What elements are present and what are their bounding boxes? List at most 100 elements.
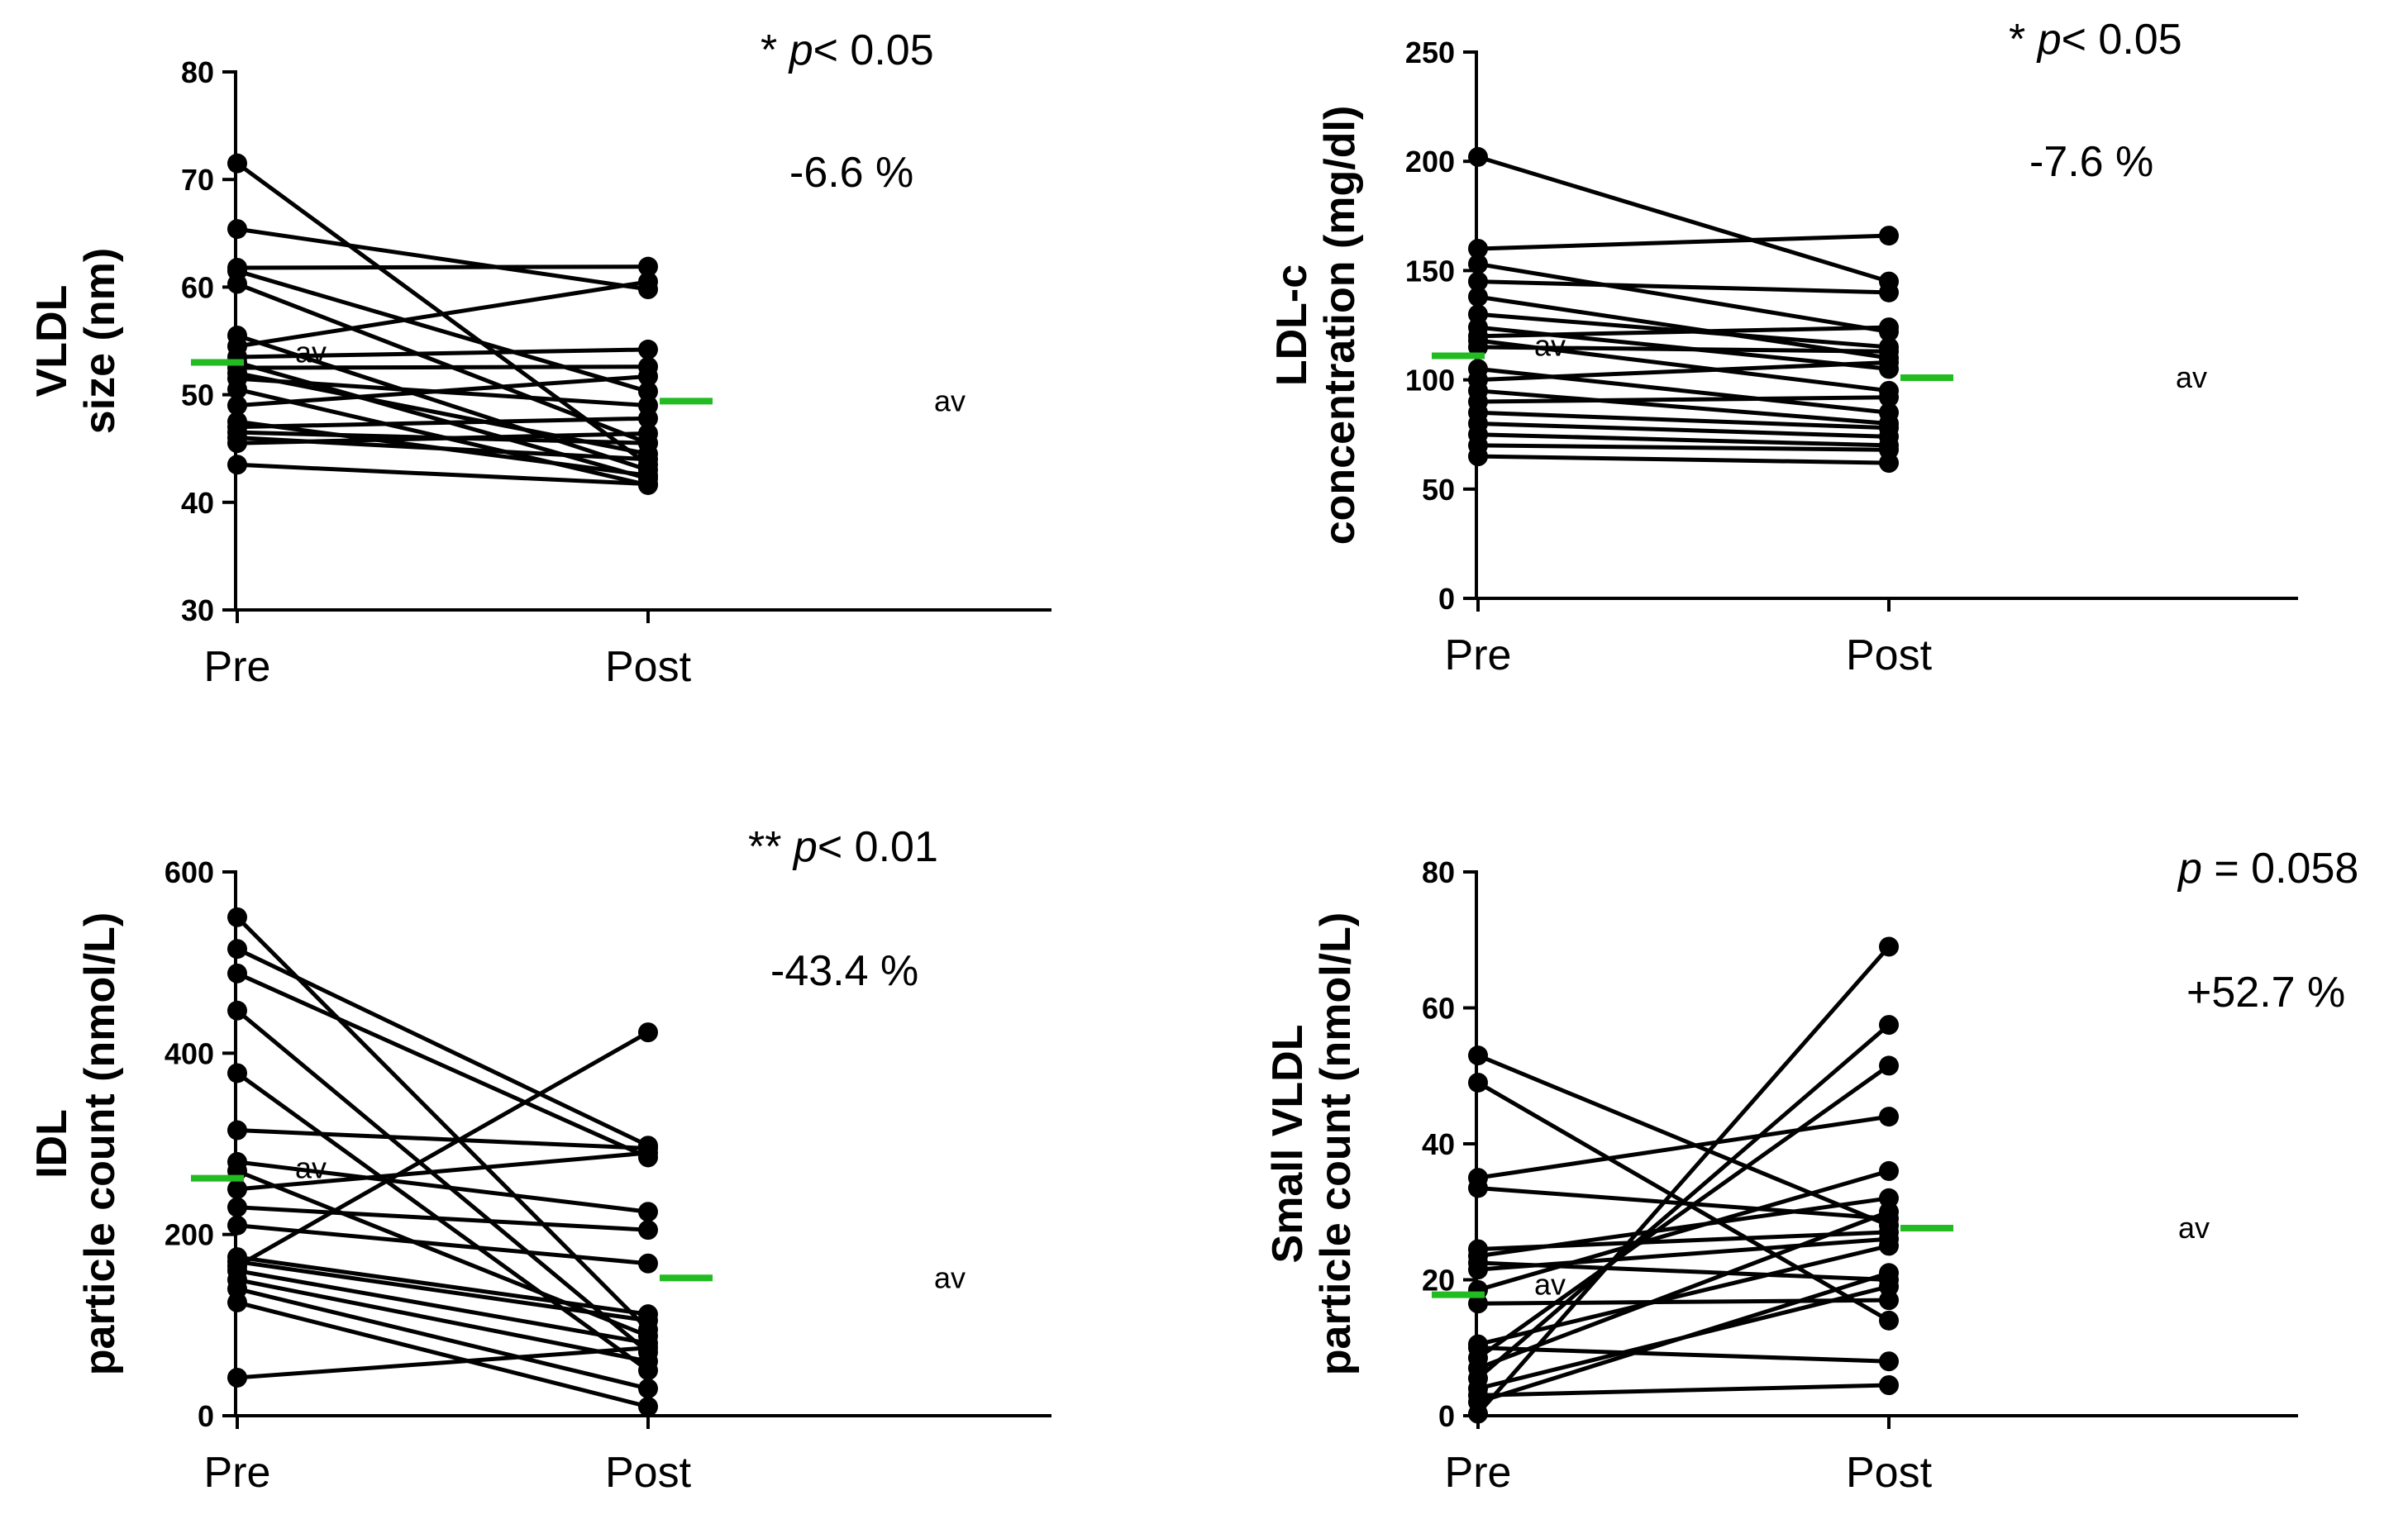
data-point-post <box>638 1310 658 1331</box>
subject-line <box>1477 262 1890 334</box>
y-tick-label: 50 <box>1422 473 1455 507</box>
data-point-post <box>1879 1202 1899 1222</box>
subject-line <box>1477 454 1890 465</box>
y-axis-title: VLDL <box>28 285 76 398</box>
data-point-pre <box>227 1197 247 1217</box>
subject-line <box>236 1345 649 1380</box>
data-point-post <box>638 1379 658 1399</box>
subject-line <box>1477 1298 1890 1306</box>
subject-line <box>236 1030 650 1269</box>
data-point-post <box>1879 1351 1899 1372</box>
subject-line <box>1476 945 1891 1416</box>
percent-change-annotation: +52.7 % <box>2186 969 2345 1017</box>
data-point-pre <box>227 907 247 927</box>
y-tick-label: 200 <box>165 1218 214 1252</box>
p-value-annotation: * p< 0.05 <box>761 26 934 74</box>
data-point-pre <box>227 939 247 960</box>
subject-line <box>1477 410 1890 431</box>
subject-line <box>236 1223 649 1266</box>
average-label-post: av <box>2176 360 2207 394</box>
subject-line <box>236 946 650 1148</box>
x-category-label: Pre <box>1445 631 1512 679</box>
data-point-post <box>1879 1276 1899 1297</box>
subject-line <box>1476 1064 1891 1360</box>
data-point-post <box>638 366 658 387</box>
data-point-pre <box>1468 1072 1488 1093</box>
y-tick-label: 30 <box>181 593 214 627</box>
data-point-pre <box>227 1120 247 1141</box>
average-label-post: av <box>934 1260 966 1294</box>
x-category-label: Post <box>605 643 692 691</box>
subject-line <box>1477 155 1890 284</box>
y-axis-title: IDL <box>28 1109 76 1179</box>
p-value-annotation: * p< 0.05 <box>2009 16 2182 64</box>
data-point-pre <box>227 1000 247 1021</box>
data-point-pre <box>1468 146 1488 167</box>
y-axis-title: LDL-c <box>1268 264 1316 386</box>
p-value-text: = 0.058 <box>2202 845 2358 893</box>
x-category-label: Pre <box>1445 1449 1512 1497</box>
data-point-post <box>638 271 658 292</box>
subject-line <box>1477 325 1890 339</box>
data-point-post <box>638 1220 658 1241</box>
subject-line <box>1477 1053 1890 1228</box>
y-tick-label: 80 <box>1422 855 1455 889</box>
data-point-pre <box>1468 1403 1488 1424</box>
data-point-pre <box>227 274 247 294</box>
average-label-pre: av <box>295 336 327 369</box>
data-point-post <box>1879 1374 1899 1395</box>
data-point-pre <box>227 433 247 454</box>
data-point-pre <box>227 1179 247 1199</box>
data-point-pre <box>1468 254 1488 274</box>
subject-line <box>1477 1270 1890 1404</box>
percent-change-annotation: -43.4 % <box>770 947 918 995</box>
data-point-post <box>638 1351 658 1372</box>
subject-line <box>1477 1209 1890 1370</box>
data-point-pre <box>227 395 247 416</box>
data-point-post <box>1879 1160 1899 1181</box>
p-value-prefix: ** <box>748 823 794 871</box>
subject-line <box>1477 279 1890 295</box>
data-point-pre <box>227 963 247 983</box>
subject-line <box>236 333 649 473</box>
x-category-label: Post <box>1846 631 1933 679</box>
data-point-post <box>638 408 658 429</box>
data-point-pre <box>227 379 247 400</box>
y-tick-label: 40 <box>1422 1127 1455 1161</box>
subject-line <box>1477 443 1890 452</box>
subject-line <box>1477 421 1890 439</box>
subject-line <box>1477 294 1890 360</box>
subject-line <box>1477 1169 1890 1293</box>
average-label-post: av <box>2178 1211 2210 1245</box>
data-point-pre <box>227 153 247 174</box>
y-tick-label: 40 <box>181 486 214 520</box>
chart-panel-2: 0 50 100 150 200 250 Pre Post LDL-c concentration… <box>1268 16 2298 679</box>
subject-line <box>1477 360 1890 383</box>
data-point-post <box>1879 1188 1899 1208</box>
subject-line <box>1477 345 1890 354</box>
y-axis-title: size (nm) <box>76 248 124 434</box>
data-point-post <box>1879 453 1899 474</box>
subject-line <box>236 1300 649 1409</box>
x-category-label: Post <box>605 1449 692 1497</box>
subject-line <box>1477 395 1890 404</box>
y-tick-label: 250 <box>1405 36 1455 69</box>
subject-line <box>1477 432 1890 448</box>
data-point-post <box>638 1397 658 1417</box>
subject-line <box>236 431 649 445</box>
data-point-pre <box>227 1215 247 1236</box>
data-point-post <box>1879 1236 1899 1256</box>
subject-line <box>236 1269 649 1345</box>
percent-change-annotation: -7.6 % <box>2029 138 2153 186</box>
data-point-post <box>638 339 658 360</box>
average-label-pre: av <box>1534 1268 1566 1302</box>
subject-line <box>236 374 649 408</box>
subject-line <box>1477 1196 1890 1259</box>
data-point-pre <box>227 1367 247 1388</box>
x-category-label: Pre <box>204 1449 271 1497</box>
data-point-pre <box>1468 1178 1488 1198</box>
data-point-post <box>1879 936 1899 957</box>
subject-line <box>236 1278 649 1364</box>
subject-line <box>1477 388 1890 426</box>
chart-panel-3: 0 200 400 600 Pre Post IDL particle count (nmol… <box>28 823 1051 1497</box>
